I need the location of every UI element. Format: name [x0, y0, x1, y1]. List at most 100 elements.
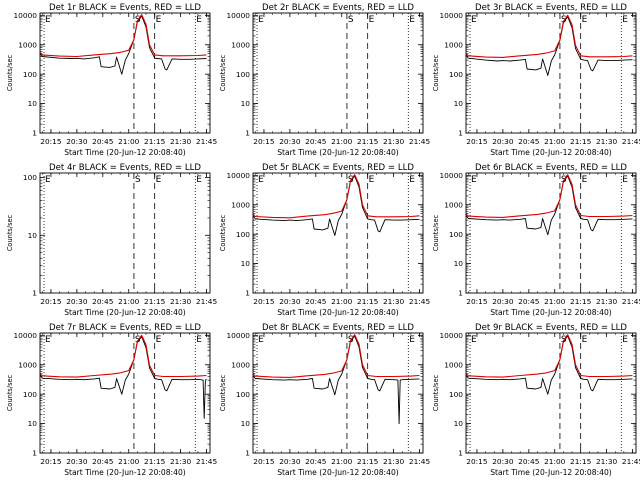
x-tick-label: 21:00 — [118, 137, 140, 146]
plot-frame — [465, 332, 637, 454]
y-tick-label: 100 — [449, 70, 463, 79]
x-tick-label: 21:45 — [409, 297, 431, 306]
x-tick-label: 21:00 — [331, 297, 353, 306]
x-tick-label: 21:30 — [170, 457, 192, 466]
detector-panel-4: Det 4r BLACK = Events, RED = LLD Counts/s… — [6, 163, 217, 317]
x-axis-label: Start Time (20-Jun-12 20:08:40) — [490, 468, 612, 477]
x-tick-label: 21:00 — [544, 297, 566, 306]
y-tick-label: 1 — [245, 449, 250, 458]
x-tick-label: 20:30 — [66, 137, 88, 146]
x-tick-label: 21:30 — [170, 297, 192, 306]
x-axis-label: Start Time (20-Jun-12 20:08:40) — [277, 148, 399, 157]
x-tick-label: 20:15 — [40, 297, 62, 306]
y-tick-label: 100 — [23, 390, 37, 399]
series-line-events — [466, 16, 633, 76]
x-tick-label: 20:30 — [279, 457, 301, 466]
x-tick-label: 20:15 — [40, 457, 62, 466]
x-tick-label: 20:30 — [279, 137, 301, 146]
x-tick-label: 21:45 — [196, 297, 218, 306]
x-tick-label: 21:30 — [596, 297, 618, 306]
y-tick-label: 10 — [28, 99, 38, 108]
series-line-lld — [253, 174, 420, 219]
marker-label: E — [471, 15, 477, 25]
x-tick-label: 21:15 — [570, 297, 592, 306]
marker-label: E — [409, 15, 415, 25]
x-tick-label: 20:30 — [66, 297, 88, 306]
x-axis-label: Start Time (20-Jun-12 20:08:40) — [490, 308, 612, 317]
y-tick-label: 10000 — [226, 331, 250, 340]
x-tick-label: 21:30 — [170, 137, 192, 146]
x-tick-label: 21:45 — [622, 137, 640, 146]
x-tick-label: 20:15 — [466, 297, 488, 306]
y-tick-label: 10 — [454, 99, 464, 108]
marker-label: E — [196, 175, 202, 185]
marker-label: E — [582, 335, 588, 345]
y-tick-label: 10 — [454, 259, 464, 268]
y-tick-label: 100 — [449, 230, 463, 239]
x-axis-label: Start Time (20-Jun-12 20:08:40) — [277, 468, 399, 477]
y-axis-label: Counts/sec — [432, 54, 440, 91]
series-line-lld — [466, 334, 633, 378]
y-tick-label: 100 — [23, 70, 37, 79]
marker-label: E — [258, 175, 264, 185]
y-tick-label: 10 — [454, 419, 464, 428]
x-tick-label: 21:30 — [383, 297, 405, 306]
marker-label: E — [471, 335, 477, 345]
marker-label: E — [369, 175, 375, 185]
plot-frame — [252, 332, 424, 454]
y-tick-label: 10000 — [439, 171, 463, 180]
y-tick-label: 100 — [236, 230, 250, 239]
x-axis-label: Start Time (20-Jun-12 20:08:40) — [64, 148, 186, 157]
detector-panel-3: Det 3r BLACK = Events, RED = LLD Counts/s… — [432, 3, 640, 157]
marker-label: E — [156, 175, 162, 185]
x-tick-label: 21:00 — [118, 457, 140, 466]
x-tick-label: 21:45 — [622, 297, 640, 306]
x-tick-label: 21:30 — [596, 457, 618, 466]
x-tick-label: 20:30 — [492, 457, 514, 466]
x-axis-label: Start Time (20-Jun-12 20:08:40) — [490, 148, 612, 157]
detector-panel-5: Det 5r BLACK = Events, RED = LLD Counts/s… — [219, 163, 430, 317]
y-tick-label: 1 — [32, 289, 37, 298]
y-tick-label: 1000 — [18, 40, 37, 49]
y-tick-label: 1 — [458, 289, 463, 298]
y-tick-label: 1 — [32, 449, 37, 458]
x-tick-label: 21:45 — [196, 137, 218, 146]
plot-frame — [39, 332, 211, 454]
y-tick-label: 1000 — [231, 360, 250, 369]
y-tick-label: 100 — [23, 173, 37, 182]
y-axis-label: Counts/sec — [219, 214, 227, 251]
x-tick-label: 21:15 — [144, 297, 166, 306]
x-tick-label: 20:45 — [305, 457, 327, 466]
marker-label: E — [369, 335, 375, 345]
x-tick-label: 21:15 — [570, 137, 592, 146]
marker-label: E — [582, 175, 588, 185]
y-tick-label: 1000 — [18, 360, 37, 369]
x-tick-label: 21:45 — [622, 457, 640, 466]
series-line-events — [253, 335, 420, 425]
y-tick-label: 1000 — [444, 200, 463, 209]
marker-label: S — [135, 175, 141, 185]
y-tick-label: 10000 — [439, 11, 463, 20]
marker-label: E — [45, 15, 51, 25]
detector-panel-6: Det 6r BLACK = Events, RED = LLD Counts/s… — [432, 163, 640, 317]
x-tick-label: 21:00 — [118, 297, 140, 306]
marker-label: E — [196, 15, 202, 25]
y-tick-label: 1000 — [444, 360, 463, 369]
plot-frame — [39, 172, 211, 294]
x-tick-label: 20:45 — [305, 137, 327, 146]
x-tick-label: 20:45 — [92, 137, 114, 146]
y-tick-label: 10 — [28, 231, 38, 240]
detector-panel-9: Det 9r BLACK = Events, RED = LLD Counts/s… — [432, 323, 640, 477]
x-tick-label: 20:45 — [92, 297, 114, 306]
marker-label: E — [471, 175, 477, 185]
y-tick-label: 100 — [449, 390, 463, 399]
x-tick-label: 21:00 — [544, 137, 566, 146]
y-axis-label: Counts/sec — [219, 54, 227, 91]
panel-title: Det 8r BLACK = Events, RED = LLD — [262, 323, 414, 333]
x-tick-label: 20:45 — [518, 457, 540, 466]
y-tick-label: 10000 — [226, 171, 250, 180]
x-tick-label: 20:30 — [492, 297, 514, 306]
y-tick-label: 1 — [32, 129, 37, 138]
panel-title: Det 5r BLACK = Events, RED = LLD — [262, 163, 414, 173]
